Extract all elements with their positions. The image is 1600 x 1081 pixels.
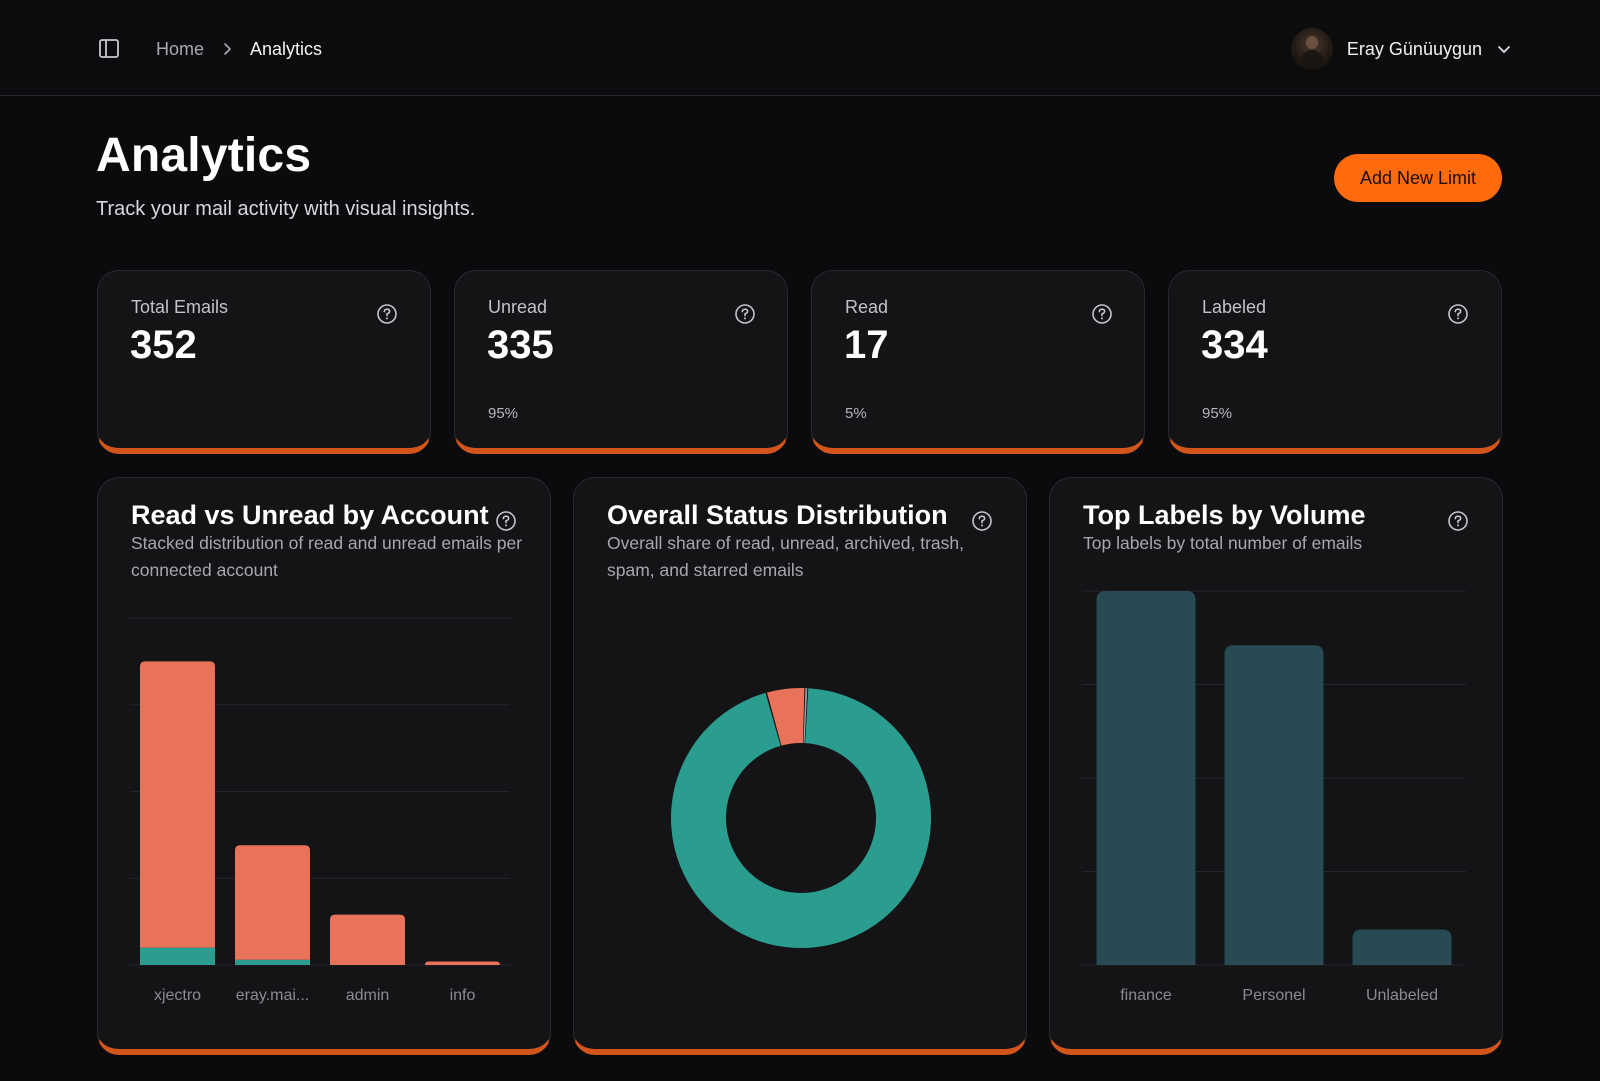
x-tick-label: finance (1120, 987, 1172, 1004)
help-icon[interactable] (376, 303, 398, 325)
breadcrumb: Home Analytics (156, 36, 322, 62)
help-icon[interactable] (1447, 510, 1469, 532)
status-distribution-card: Overall Status Distribution Overall shar… (573, 477, 1027, 1055)
read-vs-unread-chart: xjectro eray.mai... admin info (130, 617, 510, 1004)
help-icon[interactable] (1091, 303, 1113, 325)
stat-value: 334 (1201, 323, 1268, 367)
stat-percent: 95% (1202, 405, 1233, 422)
user-name: Eray Günüuygun (1346, 38, 1482, 59)
bar (1096, 591, 1196, 965)
chart-description: Top labels by total number of emails (1083, 533, 1363, 553)
chart-description: Overall share of read, unread, archived,… (607, 533, 964, 580)
stat-value: 352 (130, 323, 197, 367)
breadcrumb-current: Analytics (250, 38, 323, 59)
bar-segment (235, 845, 310, 960)
avatar (1290, 28, 1333, 70)
bar (1352, 929, 1452, 965)
bar-segment (140, 947, 215, 965)
breadcrumb-home[interactable]: Home (156, 38, 205, 59)
stat-label: Labeled (1202, 297, 1267, 317)
help-icon[interactable] (1447, 303, 1469, 325)
chevron-right-icon (220, 42, 234, 56)
page-title: Analytics (96, 129, 312, 182)
bar (1224, 645, 1324, 965)
stat-card-labeled: Labeled 334 95% (1168, 270, 1502, 454)
help-icon[interactable] (495, 510, 517, 532)
top-bar: Home Analytics Eray Günüuygun (0, 0, 1600, 96)
add-new-limit-button[interactable]: Add New Limit (1334, 154, 1502, 202)
stat-card-read: Read 17 5% (811, 270, 1145, 454)
chart-title: Overall Status Distribution (607, 500, 948, 530)
stat-label: Total Emails (131, 297, 229, 317)
stat-card-unread: Unread 335 95% (454, 270, 788, 454)
x-tick-label: eray.mai... (236, 987, 310, 1004)
top-labels-chart: finance Personel Unlabeled (1082, 590, 1466, 1004)
donut-slice (803, 688, 808, 744)
x-tick-label: Personel (1242, 987, 1305, 1004)
status-distribution-chart (671, 688, 931, 948)
bar-segment (330, 914, 405, 965)
x-tick-label: Unlabeled (1366, 987, 1438, 1004)
bar-segment (140, 661, 215, 948)
page-subtitle: Track your mail activity with visual ins… (96, 198, 476, 220)
chart-title: Top Labels by Volume (1083, 500, 1366, 530)
bar-segment (235, 959, 310, 965)
stat-card-total-emails: Total Emails 352 (97, 270, 431, 454)
stat-label: Unread (488, 297, 548, 317)
stat-value: 17 (844, 323, 889, 367)
x-tick-label: admin (346, 987, 390, 1004)
x-tick-label: xjectro (154, 987, 201, 1004)
chart-description: Stacked distribution of read and unread … (131, 533, 523, 580)
help-icon[interactable] (734, 303, 756, 325)
stat-value: 335 (487, 323, 554, 367)
sidebar-toggle-icon[interactable] (98, 38, 122, 60)
x-tick-label: info (450, 987, 476, 1004)
donut-slice (671, 688, 931, 948)
chart-title: Read vs Unread by Account (131, 500, 489, 530)
chevron-down-icon (1496, 41, 1512, 57)
stat-percent: 5% (845, 405, 867, 422)
donut-slice (767, 688, 805, 746)
read-vs-unread-card: xjectro eray.mai... admin info Read vs Unre… (97, 477, 551, 1055)
help-icon[interactable] (971, 510, 993, 532)
bar-segment (425, 961, 500, 965)
top-labels-card: finance Personel Unlabeled Top Labels by V… (1049, 477, 1503, 1055)
stat-label: Read (845, 297, 889, 317)
user-menu[interactable]: Eray Günüuygun (1290, 26, 1512, 72)
stat-percent: 95% (488, 405, 519, 422)
